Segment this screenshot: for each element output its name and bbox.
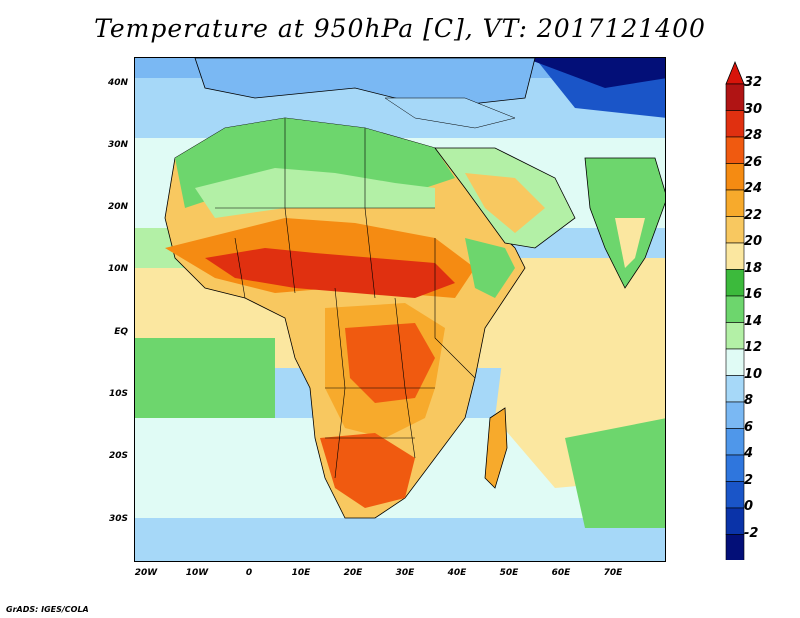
colorbar-label: 12 xyxy=(744,340,763,355)
colorbar-label: 14 xyxy=(744,313,763,329)
colorbar-label: 30 xyxy=(744,101,763,117)
lon-label: 20W xyxy=(134,568,158,578)
lat-label: 30N xyxy=(107,140,128,150)
mediterranean xyxy=(384,97,516,129)
lon-label: 60E xyxy=(551,568,571,578)
lon-label: 0 xyxy=(245,568,253,578)
colorbar-label: 28 xyxy=(744,128,763,143)
lon-label: 20E xyxy=(343,568,363,578)
sahara-light xyxy=(195,168,435,218)
colorbar-segment xyxy=(725,110,745,138)
colorbar-segment xyxy=(725,83,745,111)
colorbar-label: 6 xyxy=(744,419,754,435)
chart-title: Temperature at 950hPa [C], VT: 201712140… xyxy=(94,14,706,43)
lat-label: 20N xyxy=(107,202,128,212)
colorbar-label: 18 xyxy=(744,260,763,276)
sahel-hot xyxy=(205,248,455,298)
colorbar-segment xyxy=(725,216,745,244)
colorbar-segment xyxy=(725,322,745,350)
country-borders xyxy=(215,118,476,479)
lat-label: 40N xyxy=(107,78,128,88)
colorbar-segment xyxy=(725,189,745,217)
lon-label: 40E xyxy=(447,568,467,578)
madagascar xyxy=(484,407,508,489)
colorbar-label: 24 xyxy=(744,181,763,196)
colorbar-label: 2 xyxy=(744,472,754,488)
southern-africa-hot xyxy=(320,433,415,508)
colorbar-top-arrow xyxy=(725,60,745,85)
colorbar-segment xyxy=(725,163,745,191)
colorbar-label: 20 xyxy=(744,234,763,249)
southern-ocean-cool xyxy=(135,518,665,561)
colorbar-segment xyxy=(725,136,745,164)
indian-ocean-green xyxy=(565,418,665,528)
lat-label: 30S xyxy=(108,514,128,524)
colorbar-segment xyxy=(725,534,745,560)
colorbar-label: 26 xyxy=(744,154,763,170)
colorbar-segment xyxy=(725,507,745,535)
colorbar-segment xyxy=(725,348,745,376)
colorbar-label: 0 xyxy=(744,499,754,514)
colorbar-segment xyxy=(725,242,745,270)
lat-label: EQ xyxy=(114,327,128,337)
colorbar-segment xyxy=(725,269,745,297)
lon-label: 70E xyxy=(603,568,623,578)
lat-label: 10N xyxy=(107,264,128,274)
central-africa-hot xyxy=(345,323,435,403)
lat-label: 10S xyxy=(108,389,128,399)
lat-label: 20S xyxy=(108,451,128,461)
credit-text: GrADS: IGES/COLA xyxy=(6,605,89,614)
lon-label: 50E xyxy=(499,568,519,578)
colorbar xyxy=(725,60,745,560)
temperature-field xyxy=(135,58,665,561)
atlantic-south-green xyxy=(135,338,275,428)
lon-label: 10E xyxy=(291,568,311,578)
colorbar-segment xyxy=(725,481,745,509)
colorbar-label: 22 xyxy=(744,207,763,223)
colorbar-segment xyxy=(725,401,745,429)
lon-label: 30E xyxy=(395,568,415,578)
colorbar-segment xyxy=(725,428,745,456)
map-panel xyxy=(134,57,666,562)
ethiopia-green xyxy=(465,238,515,298)
arabia-warm xyxy=(465,173,545,233)
colorbar-label: 10 xyxy=(744,366,763,382)
asia-coldest xyxy=(525,58,665,88)
colorbar-segment xyxy=(725,375,745,403)
colorbar-segment xyxy=(725,295,745,323)
colorbar-label: 8 xyxy=(744,393,754,408)
colorbar-label: -2 xyxy=(744,525,759,541)
colorbar-label: 4 xyxy=(744,446,754,461)
colorbar-label: 16 xyxy=(744,287,763,302)
india-south-warm xyxy=(615,218,645,268)
colorbar-label: 32 xyxy=(744,75,763,90)
lon-label: 10W xyxy=(185,568,209,578)
colorbar-segment xyxy=(725,454,745,482)
